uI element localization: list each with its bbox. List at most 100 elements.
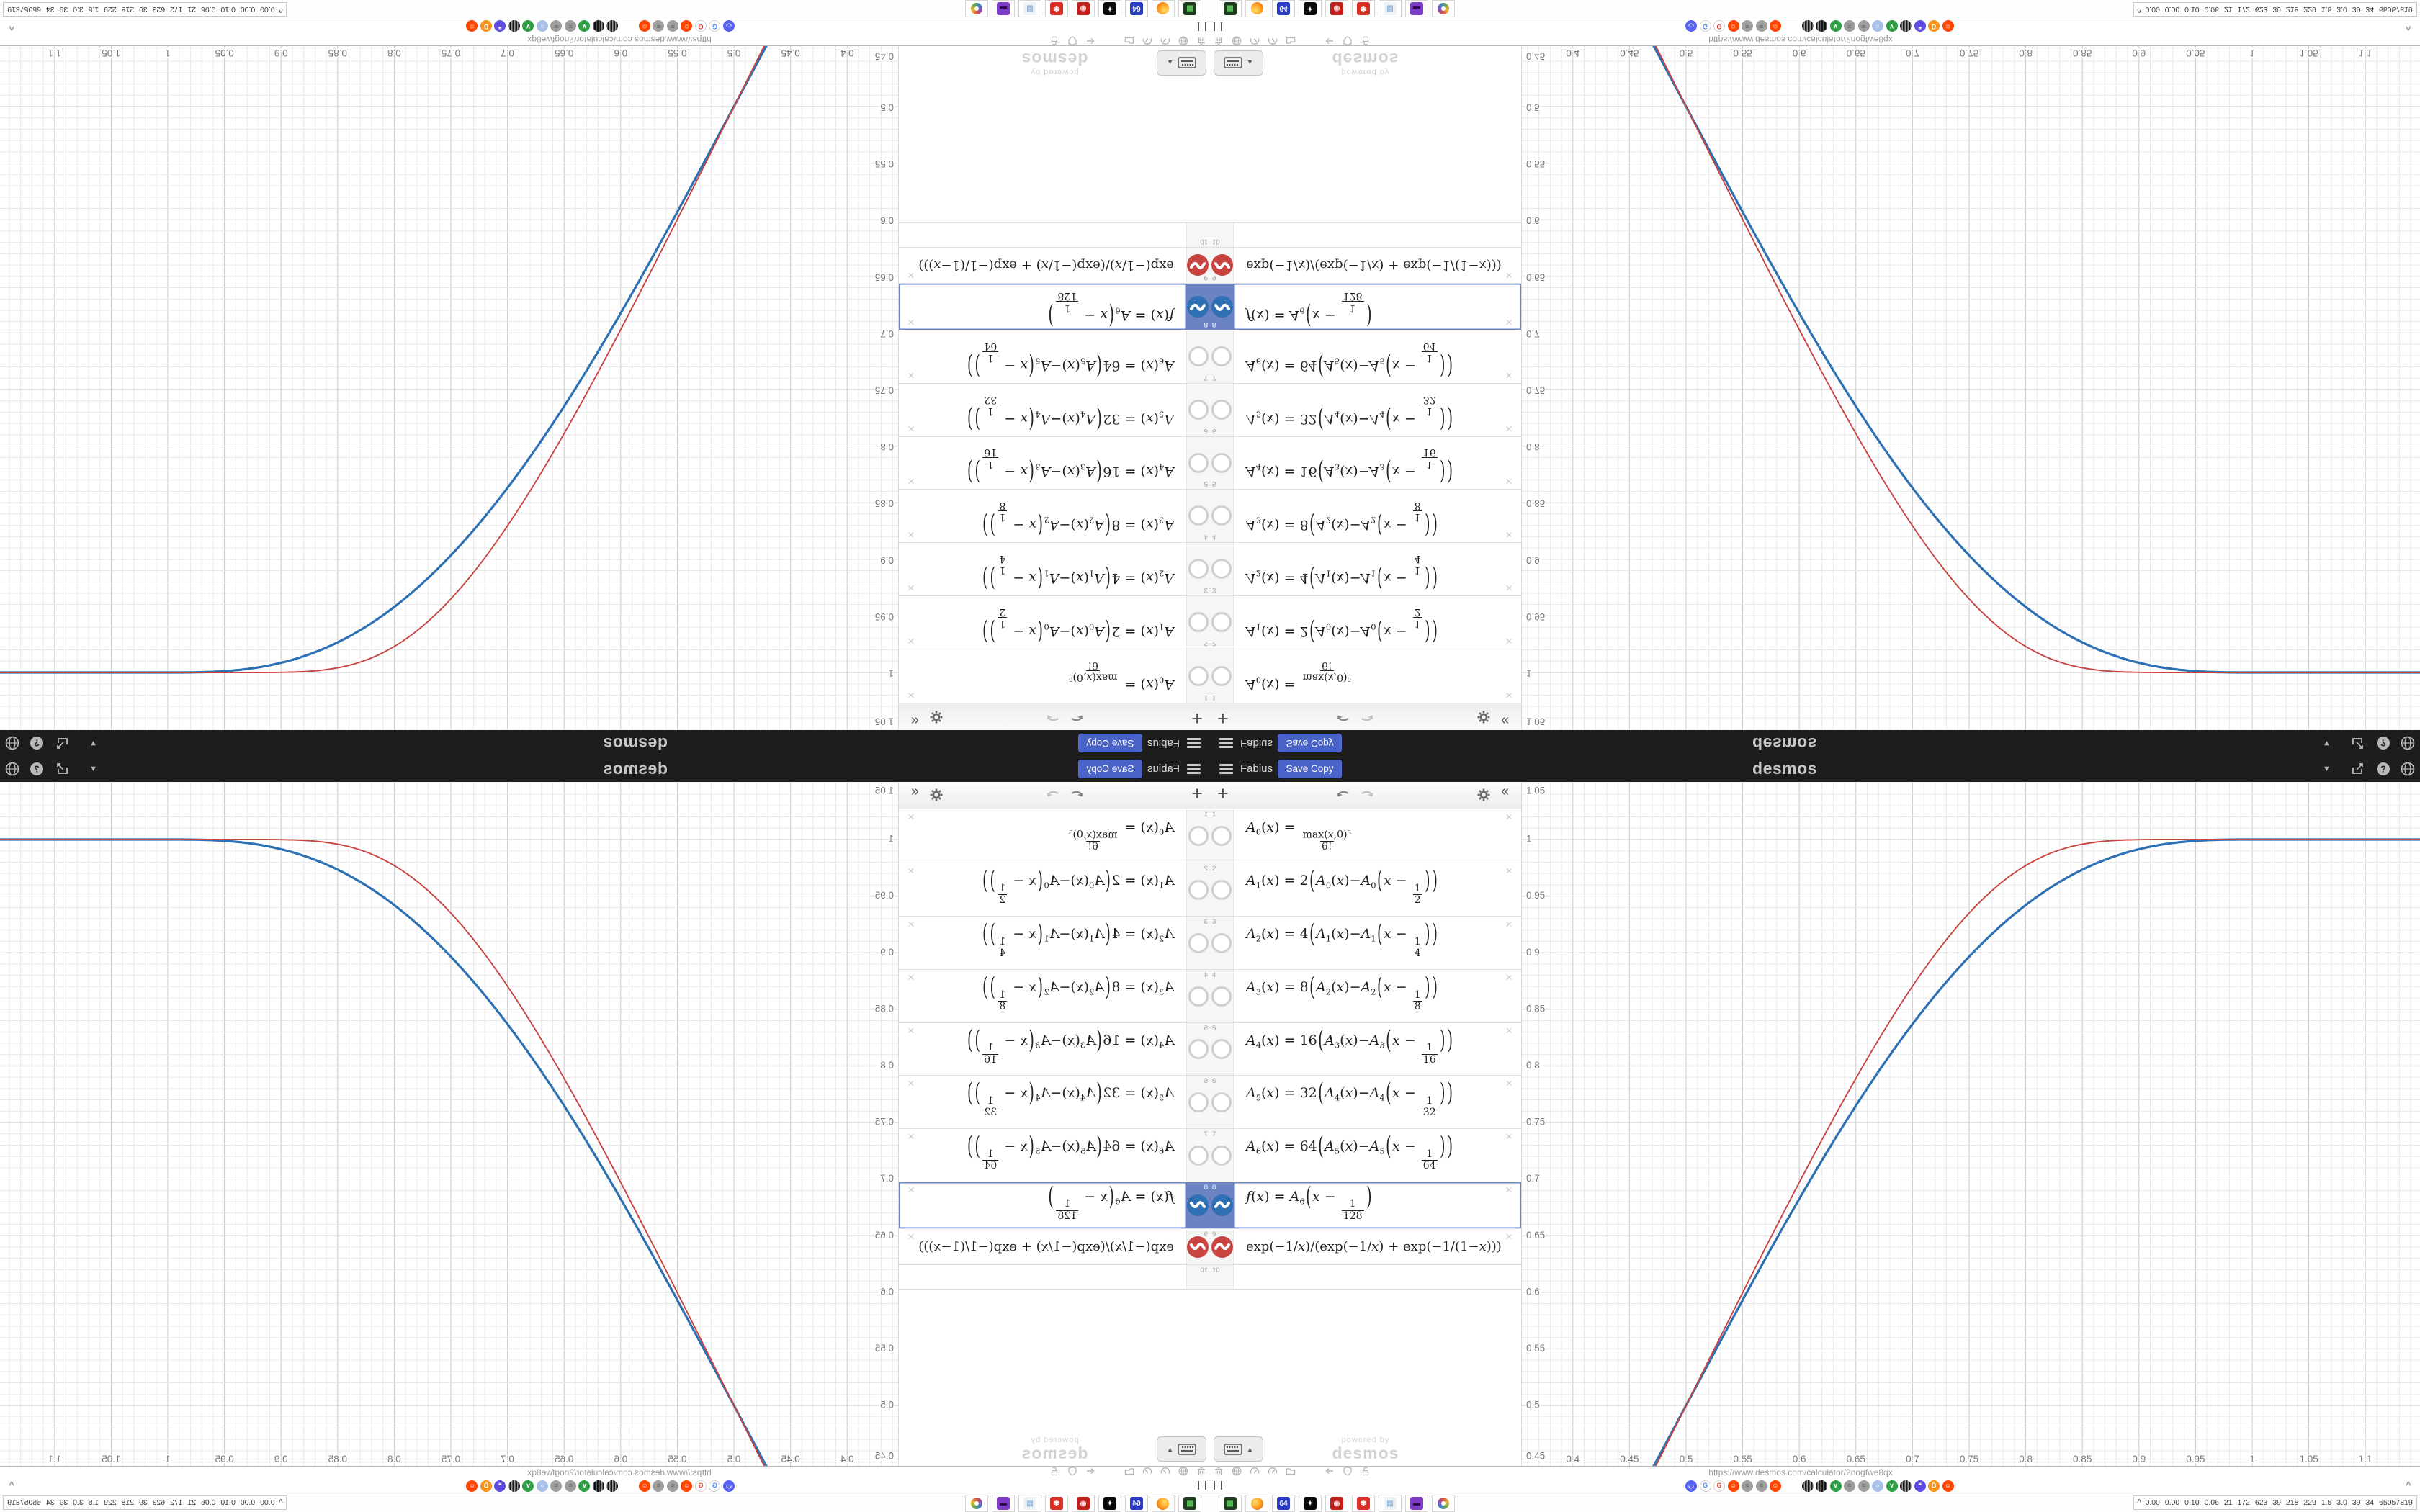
delete-expression-icon[interactable]: × [1505, 1130, 1512, 1143]
keyboard-toggle-button[interactable]: ▲ [1214, 1436, 1263, 1462]
wave-blue-plot-icon[interactable] [1187, 1194, 1209, 1216]
redo-icon[interactable] [1358, 788, 1376, 806]
delete-expression-icon[interactable]: × [1505, 474, 1512, 488]
scroll-top-chevron-icon[interactable]: ^ [9, 22, 14, 32]
expression-input[interactable]: A3(x) = 8(A2(x)−A2(x − 1 8)) × [1234, 970, 1521, 1022]
row-margin[interactable]: 4 [1210, 970, 1234, 1022]
expression-input[interactable]: A3(x) = 8(A2(x)−A2(x − 1 8)) × [1234, 490, 1521, 542]
graph-area[interactable]: 0.4 0.45 0.5 0.55 0.6 0.65 0.7 0.75 0.8 0.85 0.9 0.… [0, 782, 898, 1466]
hidden-plot-circle-icon[interactable] [1188, 559, 1209, 580]
delete-expression-icon[interactable]: × [1505, 971, 1512, 984]
globe-icon[interactable] [1178, 1465, 1189, 1480]
expression-input[interactable]: f(x) = A6(x − 1 128) × [899, 1182, 1186, 1228]
taskbar-app-purple-avatar[interactable]: ▬ [992, 0, 1015, 17]
delete-expression-icon[interactable]: × [908, 1076, 915, 1090]
expression-row[interactable]: 6 A5(x) = 32(A4(x)−A4(x − 1 32)) × [1210, 1076, 1521, 1129]
graph-canvas[interactable]: 0.4 0.45 0.5 0.55 0.6 0.65 0.7 0.75 0.8 0.85 0.9 0.… [0, 782, 898, 1466]
hidden-plot-circle-icon[interactable] [1188, 879, 1209, 900]
favicon-barred[interactable] [1900, 20, 1912, 32]
hidden-plot-circle-icon[interactable] [1211, 1039, 1232, 1059]
row-margin[interactable]: 1 [1186, 649, 1210, 703]
hidden-plot-circle-icon[interactable] [1211, 400, 1232, 420]
delete-expression-icon[interactable]: × [908, 1183, 915, 1197]
favicon-grey-fish[interactable]: ≈ [1857, 1480, 1870, 1492]
wave-blue-plot-icon[interactable] [1187, 296, 1209, 318]
expression-input[interactable]: f(x) = A6(x − 1 128) × [899, 284, 1186, 330]
expression-row[interactable]: 5 A4(x) = 16(A3(x)−A3(x − 1 16)) × [899, 1023, 1210, 1076]
hidden-plot-circle-icon[interactable] [1188, 505, 1209, 526]
favicon-green-v[interactable]: ∨ [522, 1480, 534, 1492]
delete-expression-icon[interactable]: × [908, 269, 915, 282]
favicon-barred[interactable] [508, 1480, 520, 1492]
favicon-barred[interactable] [606, 20, 619, 32]
delete-expression-icon[interactable]: × [1505, 688, 1512, 702]
row-margin[interactable]: 8 [1186, 1182, 1210, 1228]
expression-row[interactable]: 2 A1(x) = 2(A0(x)−A0(x − 1 2)) × [899, 863, 1210, 917]
expression-input[interactable] [899, 1265, 1186, 1289]
graph-area[interactable]: 0.4 0.45 0.5 0.55 0.6 0.65 0.7 0.75 0.8 0.85 0.9 0.… [0, 46, 898, 730]
folder-icon[interactable] [1285, 1465, 1296, 1480]
taskbar-app-firefox[interactable] [1245, 1495, 1268, 1512]
expression-row[interactable]: 5 A4(x) = 16(A3(x)−A3(x − 1 16)) × [899, 436, 1210, 489]
favicon-grey-fish[interactable]: ≈ [565, 1480, 576, 1492]
shield-icon[interactable] [1067, 32, 1078, 47]
expression-row[interactable]: 3 A2(x) = 4(A1(x)−A1(x − 1 4)) × [899, 542, 1210, 595]
delete-expression-icon[interactable]: × [908, 688, 915, 702]
save-copy-button[interactable]: Save Copy [1278, 760, 1342, 778]
undo-icon[interactable] [1068, 706, 1085, 724]
favicon-green-v[interactable]: ∨ [578, 1480, 591, 1492]
graph-canvas[interactable]: 0.4 0.45 0.5 0.55 0.6 0.65 0.7 0.75 0.8 0.85 0.9 0.… [0, 46, 898, 730]
row-margin[interactable]: 6 [1186, 1076, 1210, 1128]
delete-expression-icon[interactable]: × [908, 422, 915, 436]
delete-expression-icon[interactable]: × [1505, 917, 1512, 931]
delete-expression-icon[interactable]: × [908, 917, 915, 931]
lock-open-icon[interactable] [1049, 32, 1060, 47]
expression-row[interactable]: 3 A2(x) = 4(A1(x)−A1(x − 1 4)) × [1210, 917, 1521, 970]
favicon-grey-fish[interactable]: ≈ [667, 20, 678, 32]
arrow-left-icon[interactable] [1324, 1465, 1335, 1480]
add-expression-button[interactable]: + [1217, 783, 1229, 804]
favicon-reddit[interactable]: ☺ [639, 1480, 650, 1492]
redo-icon[interactable] [1044, 706, 1062, 724]
favicon-barred[interactable] [593, 1480, 604, 1492]
undo-icon[interactable] [1068, 788, 1085, 806]
lock-open-icon[interactable] [1360, 32, 1371, 47]
undo-icon[interactable] [1335, 788, 1352, 806]
trash-icon[interactable] [1213, 1465, 1224, 1480]
expression-row[interactable]: 9 exp(−1/x)/(exp(−1/x) + exp(−1/(1−x))) × [1210, 1229, 1521, 1265]
favicon-grey-fish[interactable]: ≈ [1742, 20, 1753, 32]
hidden-plot-circle-icon[interactable] [1211, 826, 1232, 846]
row-margin[interactable]: 6 [1210, 1076, 1234, 1128]
hidden-plot-circle-icon[interactable] [1211, 612, 1232, 633]
taskbar-app-archiver-64[interactable]: 64 [1125, 0, 1148, 17]
hidden-plot-circle-icon[interactable] [1188, 986, 1209, 1007]
favicon-barred[interactable] [593, 20, 604, 32]
gauge-icon[interactable] [1267, 32, 1278, 47]
delete-expression-icon[interactable]: × [1505, 315, 1512, 329]
expression-row[interactable]: 10 [1210, 1265, 1521, 1290]
taskbar-app-paint-palette[interactable] [1432, 1495, 1455, 1512]
url-text[interactable]: https://www.desmos.com/calculator/2nogfw… [1708, 35, 1893, 45]
row-margin[interactable]: 7 [1186, 1129, 1210, 1182]
favicon-google[interactable]: G [695, 20, 707, 32]
hamburger-menu-icon[interactable] [1219, 764, 1233, 774]
expression-row[interactable]: 1 A0(x) = max(x,0)6 6! × [1210, 649, 1521, 703]
delete-expression-icon[interactable]: × [1505, 581, 1512, 595]
undo-icon[interactable] [1335, 706, 1352, 724]
expression-row[interactable]: 9 exp(−1/x)/(exp(−1/x) + exp(−1/(1−x))) × [1210, 247, 1521, 283]
expression-input[interactable]: exp(−1/x)/(exp(−1/x) + exp(−1/(1−x))) × [899, 1229, 1186, 1264]
taskbar-app-firefox[interactable] [1152, 1495, 1175, 1512]
delete-expression-icon[interactable]: × [908, 1130, 915, 1143]
favicon-grey-fish[interactable]: ≈ [1742, 1480, 1753, 1492]
wave-blue-plot-icon[interactable] [1211, 1194, 1233, 1216]
expression-input[interactable]: A4(x) = 16(A3(x)−A3(x − 1 16)) × [899, 1023, 1186, 1075]
expression-input[interactable]: A0(x) = max(x,0)6 6! × [899, 809, 1186, 863]
row-margin[interactable]: 4 [1186, 970, 1210, 1022]
expression-input[interactable]: A1(x) = 2(A0(x)−A0(x − 1 2)) × [899, 596, 1186, 649]
row-margin[interactable]: 10 [1186, 1265, 1210, 1289]
hidden-plot-circle-icon[interactable] [1211, 986, 1232, 1007]
curve-expstep[interactable] [1522, 839, 2420, 1466]
globe-icon[interactable] [1231, 1465, 1242, 1480]
settings-gear-icon[interactable] [1476, 788, 1491, 806]
expression-row[interactable]: 9 exp(−1/x)/(exp(−1/x) + exp(−1/(1−x))) × [899, 247, 1210, 283]
